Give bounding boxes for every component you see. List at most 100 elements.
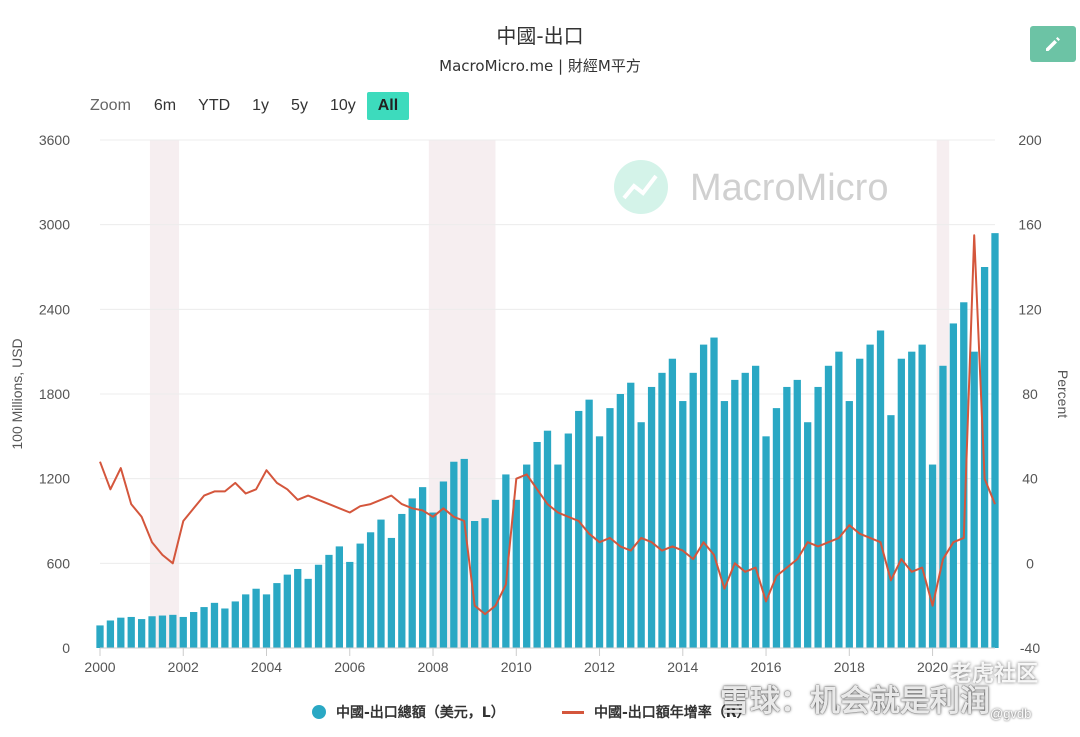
- chart-logo-line: [622, 174, 658, 200]
- platform-watermark: 雪球：机会就是利润: [720, 684, 990, 719]
- legend-label-exports: 中國-出口總額（美元，L）: [336, 705, 505, 721]
- export-bar: [637, 422, 645, 648]
- user-handle: @gvdb: [990, 706, 1032, 721]
- export-bar: [179, 616, 187, 648]
- export-bar: [356, 543, 364, 648]
- x-tick-label: 2002: [168, 659, 199, 675]
- export-bar: [335, 546, 344, 648]
- right-tick-label: 160: [1018, 217, 1042, 233]
- export-bar: [283, 574, 291, 648]
- export-bar: [190, 612, 198, 648]
- export-bar: [502, 474, 510, 648]
- x-tick-label: 2010: [501, 659, 532, 675]
- export-bar: [824, 365, 833, 648]
- zoom-ytd-button[interactable]: YTD: [198, 97, 231, 114]
- chart-logo-icon: [614, 160, 668, 214]
- left-tick-label: 1200: [39, 471, 70, 487]
- export-bar: [606, 408, 614, 648]
- export-bar: [991, 233, 999, 648]
- export-bar: [772, 408, 781, 648]
- axes: 0 600 1200 1800 2400 3000 3600 -40 0 40 80 120 160 20…: [39, 132, 1042, 675]
- zoom-1y-button[interactable]: 1y: [252, 97, 270, 114]
- export-bar: [710, 337, 718, 648]
- export-bar: [408, 498, 416, 648]
- right-tick-label: 120: [1018, 301, 1042, 317]
- right-tick-label: 200: [1018, 132, 1042, 148]
- export-bar: [117, 617, 125, 648]
- export-bar: [450, 461, 458, 648]
- export-bar: [346, 561, 354, 648]
- export-bar: [158, 615, 167, 648]
- export-bar: [793, 379, 801, 648]
- export-bar: [731, 379, 739, 648]
- right-tick-label: 40: [1022, 471, 1038, 487]
- export-bar: [814, 386, 822, 648]
- export-bar: [668, 358, 677, 648]
- export-bar: [418, 487, 427, 648]
- export-bar: [689, 372, 697, 648]
- export-bar: [127, 616, 135, 648]
- x-tick-label: 2000: [84, 659, 115, 675]
- zoom-6m-button[interactable]: 6m: [153, 97, 177, 114]
- export-bar: [325, 554, 333, 648]
- left-tick-label: 1800: [39, 386, 70, 402]
- export-bar: [242, 594, 250, 648]
- right-tick-label: 80: [1022, 386, 1038, 402]
- export-bar: [377, 519, 385, 648]
- export-bar: [720, 401, 729, 648]
- zoom-10y-button[interactable]: 10y: [329, 97, 356, 114]
- x-tick-label: 2008: [417, 659, 448, 675]
- site-watermark: 老虎社区: [950, 662, 1039, 687]
- macromicro-watermark: MacroMicro: [614, 160, 888, 214]
- export-bar: [460, 458, 468, 648]
- export-bar: [585, 399, 593, 648]
- export-bar: [471, 521, 479, 648]
- edit-button[interactable]: [1030, 26, 1076, 62]
- left-axis-title: 100 Millions, USD: [9, 338, 25, 449]
- legend-item-growth[interactable]: 中國-出口額年增率（R）: [562, 702, 751, 722]
- export-bar: [273, 583, 281, 648]
- export-bar: [804, 422, 812, 648]
- export-bar: [928, 464, 937, 648]
- export-bar: [908, 351, 916, 648]
- export-bar: [106, 620, 115, 648]
- export-bar: [148, 616, 156, 648]
- left-tick-label: 3000: [39, 217, 70, 233]
- export-bar: [96, 625, 104, 648]
- x-tick-label: 2006: [334, 659, 365, 675]
- export-bar: [679, 401, 687, 648]
- export-bar: [783, 386, 791, 648]
- export-bars: [96, 233, 999, 648]
- chart-subtitle: MacroMicro.me | 財經M平方: [439, 57, 641, 75]
- export-bar: [543, 430, 552, 648]
- export-bar: [398, 513, 406, 648]
- right-tick-label: -40: [1020, 640, 1040, 656]
- export-bar: [200, 607, 208, 648]
- left-tick-label: 600: [47, 555, 71, 571]
- export-bar: [523, 464, 531, 648]
- zoom-all-button[interactable]: All: [366, 92, 410, 120]
- export-bar: [314, 564, 323, 648]
- export-bar: [939, 365, 947, 648]
- x-tick-label: 2016: [750, 659, 781, 675]
- chart-title: 中國-出口: [496, 24, 584, 48]
- watermark-text: MacroMicro: [690, 167, 888, 209]
- export-bar: [231, 601, 239, 648]
- export-bar: [835, 351, 843, 648]
- export-bar: [366, 532, 375, 648]
- x-tick-label: 2018: [834, 659, 865, 675]
- export-bar: [856, 358, 864, 648]
- circle-marker-icon: [312, 705, 326, 719]
- export-bar: [221, 608, 229, 648]
- export-bar: [647, 386, 656, 648]
- export-bar: [918, 344, 926, 648]
- x-tick-label: 2004: [251, 659, 282, 675]
- export-bar: [616, 394, 624, 648]
- export-bar: [533, 441, 541, 648]
- export-bar: [554, 464, 562, 648]
- zoom-5y-button[interactable]: 5y: [291, 97, 308, 114]
- export-bar: [699, 344, 708, 648]
- export-bar: [262, 594, 271, 648]
- left-tick-label: 0: [62, 640, 70, 656]
- legend-item-exports[interactable]: 中國-出口總額（美元，L）: [312, 702, 505, 722]
